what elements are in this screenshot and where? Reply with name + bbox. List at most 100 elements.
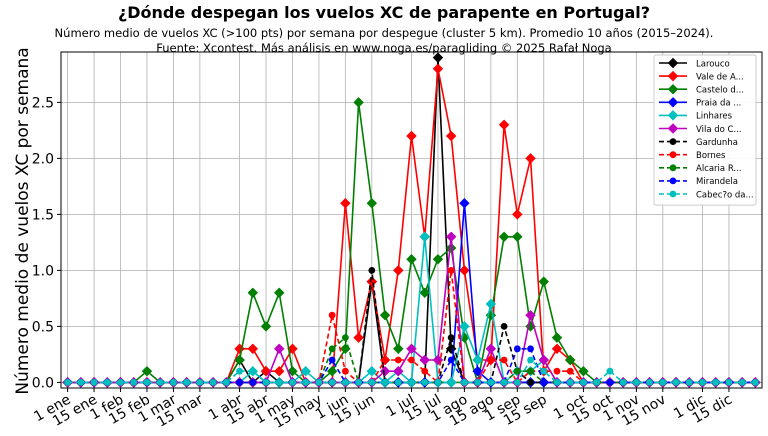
data-point (341, 367, 349, 375)
data-point (669, 164, 677, 172)
data-point (326, 365, 338, 377)
data-point (500, 356, 508, 364)
data-point (274, 287, 285, 299)
legend-entry: Linhares (659, 110, 733, 122)
data-point (247, 287, 259, 299)
data-point (143, 379, 151, 386)
data-point (90, 379, 98, 386)
data-point (513, 367, 521, 375)
data-point (580, 379, 587, 386)
data-point (500, 379, 508, 386)
data-point (619, 379, 627, 386)
data-point (353, 97, 364, 108)
data-point (234, 354, 245, 366)
data-point (527, 356, 534, 364)
data-point (156, 379, 164, 386)
data-point (487, 379, 495, 386)
legend-entry: Mirandela (659, 177, 738, 187)
chart-title: ¿Dónde despegan los vuelos XC de parapen… (118, 3, 650, 22)
data-point (117, 379, 124, 386)
data-point (368, 267, 376, 274)
data-point (406, 130, 417, 142)
data-point (566, 379, 574, 386)
data-point (632, 379, 640, 386)
data-point (222, 379, 230, 386)
data-point (527, 345, 534, 353)
data-point (406, 343, 417, 355)
data-point (667, 97, 679, 108)
data-point (527, 367, 534, 375)
data-point (353, 332, 364, 343)
legend-entry: Gardunha (659, 138, 738, 148)
legend-label: Cabec?o da... (696, 190, 754, 200)
legend-label: Castelo d... (696, 86, 744, 96)
data-point (527, 379, 534, 386)
data-point (209, 379, 217, 386)
data-point (260, 365, 272, 377)
data-point (421, 379, 429, 386)
data-point (512, 209, 523, 220)
data-point (328, 345, 336, 353)
data-point (447, 334, 455, 341)
y-ticks: 0.0 0.5 1.0 1.5 2.0 2.5 (32, 95, 61, 391)
data-point (646, 379, 653, 386)
data-point (578, 365, 589, 377)
data-point (669, 138, 677, 146)
data-point (419, 354, 430, 366)
data-point (432, 354, 444, 366)
y-axis-label: Número medio de vuelos XC por semana (13, 47, 33, 394)
y-tick-label: 0.0 (32, 375, 54, 391)
y-tick-label: 1.0 (32, 263, 54, 279)
data-point (300, 365, 311, 377)
data-point (500, 323, 508, 330)
legend-label: Linhares (696, 112, 733, 122)
data-point (447, 267, 455, 274)
data-point (366, 197, 378, 209)
data-point (421, 367, 429, 375)
legend-label: Vale de A... (696, 72, 744, 82)
data-point (667, 83, 679, 95)
data-point (606, 367, 614, 375)
data-point (274, 365, 285, 377)
data-point (699, 379, 706, 386)
data-point (289, 379, 296, 386)
data-point (341, 379, 349, 386)
data-point (474, 379, 482, 386)
y-tick-label: 0.5 (32, 319, 54, 335)
data-point (287, 343, 298, 355)
data-point (487, 356, 495, 364)
data-point (249, 367, 257, 375)
data-point (485, 343, 497, 355)
data-point (432, 63, 444, 75)
data-point (408, 356, 415, 364)
data-point (461, 379, 468, 386)
data-point (432, 253, 444, 265)
data-point (667, 110, 679, 121)
data-point (540, 379, 548, 386)
data-point (669, 177, 677, 185)
data-point (498, 119, 510, 131)
legend: Larouco Vale de A... Castelo d... Praia da … (653, 54, 757, 206)
data-point (513, 379, 521, 386)
data-point (419, 231, 430, 243)
data-point (379, 309, 391, 321)
data-point (368, 379, 376, 386)
data-point (64, 379, 72, 386)
data-point (406, 253, 417, 265)
data-point (394, 356, 402, 364)
legend-label: Mirandela (696, 177, 738, 187)
data-point (302, 379, 310, 386)
data-point (366, 276, 378, 287)
data-point (393, 343, 404, 355)
data-point (669, 151, 677, 159)
data-point (540, 367, 548, 375)
data-point (472, 365, 483, 377)
data-point (751, 379, 759, 386)
data-point (130, 379, 138, 386)
legend-label: Larouco (696, 59, 730, 69)
data-point (340, 197, 351, 209)
data-point (593, 379, 601, 386)
y-tick-label: 2.5 (32, 95, 54, 111)
data-point (328, 379, 336, 386)
